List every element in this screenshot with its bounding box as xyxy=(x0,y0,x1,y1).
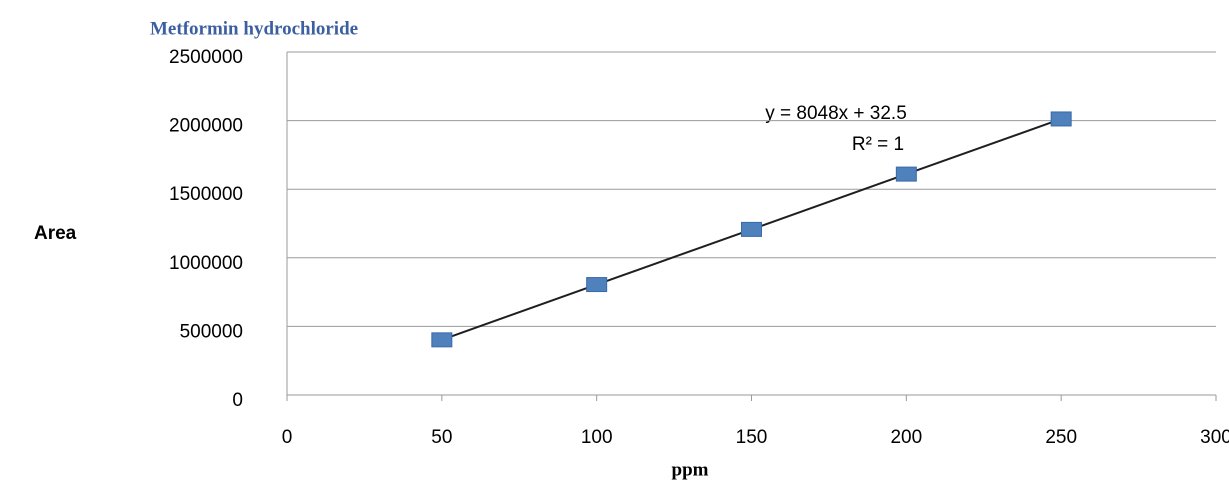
y-axis-label: Area xyxy=(34,223,77,244)
y-tick-label: 1500000 xyxy=(169,184,243,205)
y-tick-label: 2000000 xyxy=(169,116,243,137)
data-point xyxy=(586,277,608,293)
y-tick-label: 2500000 xyxy=(169,47,243,68)
data-point xyxy=(741,221,762,237)
data-point xyxy=(895,166,917,182)
y-tick-label: 1000000 xyxy=(169,253,243,274)
x-tick-label: 100 xyxy=(581,427,613,448)
y-tick-label: 500000 xyxy=(180,321,243,342)
x-tick-label: 250 xyxy=(1045,427,1077,448)
x-tick-label: 300 xyxy=(1200,427,1229,448)
r-squared-annotation: R² = 1 xyxy=(852,134,904,155)
equation-annotation: y = 8048x + 32.5 xyxy=(765,103,907,124)
x-tick-label: 50 xyxy=(431,427,452,448)
data-point xyxy=(1050,111,1072,127)
x-tick-label: 150 xyxy=(736,427,768,448)
x-axis-label: ppm xyxy=(672,459,709,480)
x-tick-label: 200 xyxy=(890,427,922,448)
data-point xyxy=(431,332,453,348)
x-tick-label: 0 xyxy=(282,427,293,448)
chart-title: Metformin hydrochloride xyxy=(150,18,358,39)
y-tick-label: 0 xyxy=(232,390,243,411)
